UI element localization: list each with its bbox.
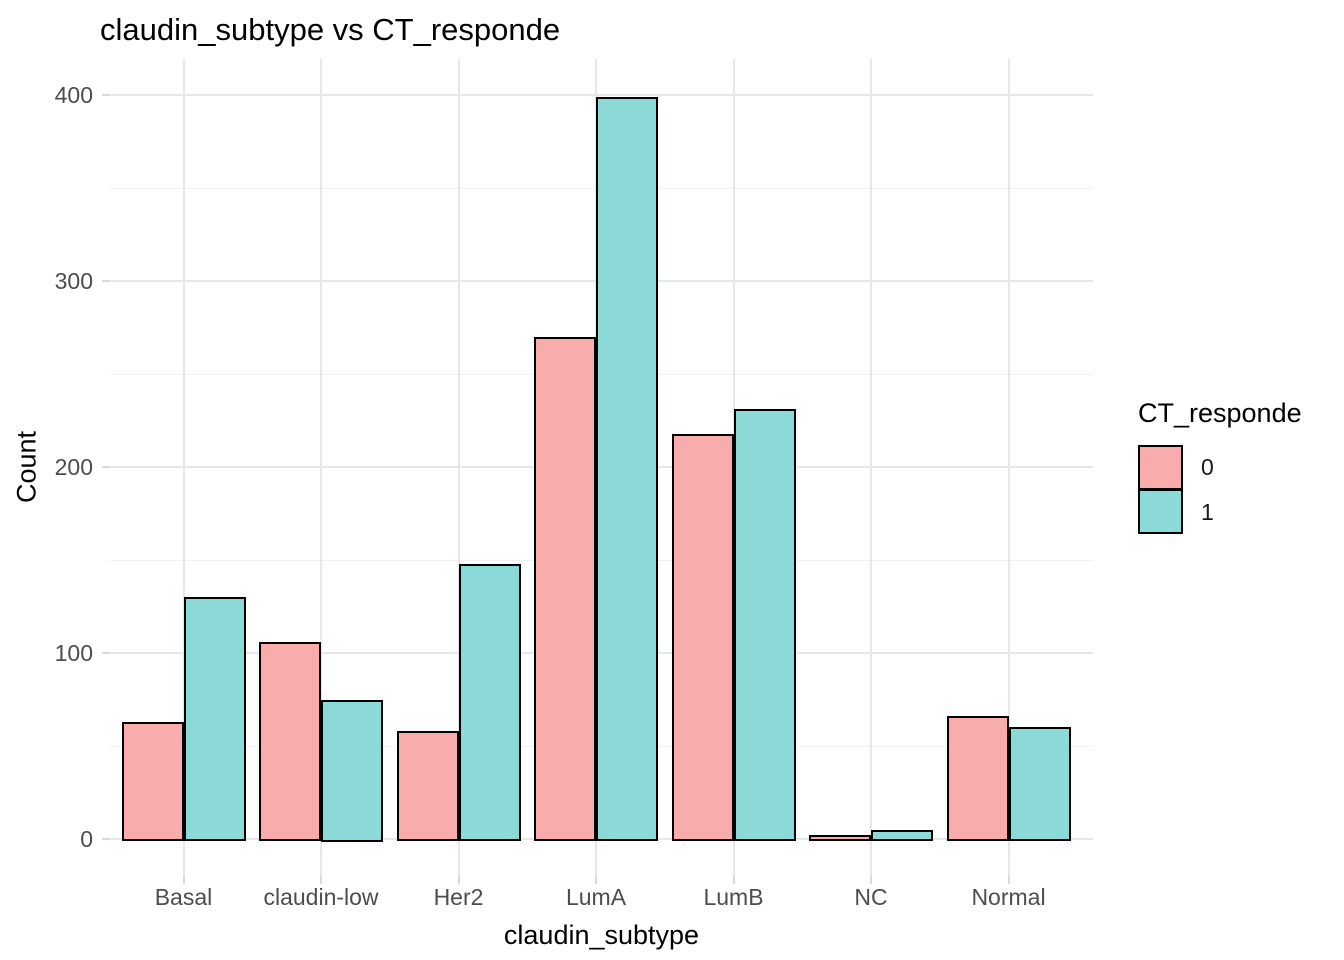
y-tick-400	[102, 94, 110, 96]
legend-entry-1: 1	[1138, 488, 1302, 535]
bar-Normal-series-0	[946, 716, 1009, 842]
chart-title: claudin_subtype vs CT_responde	[100, 12, 561, 47]
y-tick-300	[102, 280, 110, 282]
legend-entry-0: 0	[1138, 445, 1302, 490]
gridline-major-y400	[110, 94, 1093, 96]
x-tick-NC	[870, 876, 872, 884]
bar-Basal-series-1	[183, 597, 246, 842]
y-tick-label-200: 200	[54, 454, 93, 480]
y-tick-0	[102, 838, 110, 840]
x-tick-Her2	[457, 876, 460, 884]
y-tick-label-300: 300	[54, 268, 93, 294]
gridline-x-claudin-low	[320, 59, 322, 876]
bar-LumB-series-0	[671, 433, 734, 842]
bar-LumA-series-0	[534, 336, 596, 842]
bar-LumB-series-1	[733, 409, 796, 842]
x-tick-label-NC: NC	[854, 884, 888, 910]
gridline-x-Basal	[182, 59, 185, 876]
x-axis-title: claudin_subtype	[503, 920, 700, 950]
x-tick-LumB	[732, 876, 735, 884]
y-axis-title: Count	[11, 430, 42, 504]
bar-Normal-series-1	[1008, 727, 1071, 842]
x-tick-claudin-low	[320, 876, 322, 884]
gridline-x-Her2	[457, 59, 460, 876]
bar-Her2-series-1	[458, 563, 521, 842]
legend-label-series-0: 0	[1201, 454, 1214, 480]
x-tick-label-claudin-low: claudin-low	[263, 884, 379, 910]
y-tick-label-400: 400	[54, 82, 93, 108]
legend-swatch-series-1	[1138, 488, 1183, 534]
bar-claudin-low-series-1	[321, 699, 383, 842]
legend: CT_responde 0 1	[1138, 398, 1302, 535]
y-tick-100	[102, 652, 110, 654]
x-tick-Normal	[1007, 876, 1010, 884]
legend-title: CT_responde	[1138, 398, 1302, 428]
bar-LumA-series-1	[596, 96, 658, 842]
bar-NC-series-1	[871, 829, 933, 842]
x-tick-Basal	[182, 876, 185, 884]
x-tick-LumA	[595, 876, 597, 884]
bar-NC-series-0	[809, 835, 871, 842]
x-tick-label-LumA: LumA	[565, 884, 627, 910]
legend-swatch-series-0	[1138, 445, 1183, 490]
bar-Her2-series-0	[396, 731, 459, 842]
x-tick-label-Basal: Basal	[154, 884, 213, 910]
gridline-x-NC	[870, 59, 872, 876]
legend-label-series-1: 1	[1201, 499, 1214, 525]
x-tick-label-Normal: Normal	[971, 884, 1046, 910]
y-tick-label-100: 100	[54, 640, 93, 666]
y-tick-200	[102, 466, 110, 468]
bar-claudin-low-series-0	[259, 641, 321, 842]
gridline-x-Normal	[1007, 59, 1010, 876]
y-tick-label-0: 0	[80, 826, 93, 852]
x-tick-label-LumB: LumB	[703, 884, 764, 910]
bar-Basal-series-0	[121, 721, 184, 842]
x-tick-label-Her2: Her2	[433, 884, 484, 910]
